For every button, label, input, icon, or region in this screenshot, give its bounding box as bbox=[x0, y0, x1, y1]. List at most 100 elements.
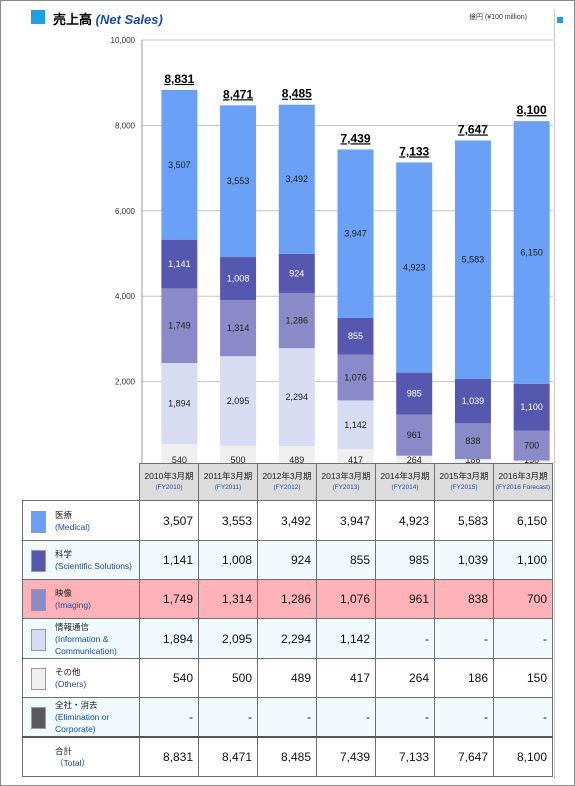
legend-swatch bbox=[31, 668, 46, 690]
bar-segment bbox=[161, 443, 198, 467]
segment-data-label: 1,141 bbox=[168, 259, 191, 269]
segment-data-label: 2,095 bbox=[227, 396, 250, 406]
segment-data-label: 6,150 bbox=[520, 247, 543, 257]
table-cell: 1,008 bbox=[198, 540, 258, 580]
segment-row: 全社・消去 (Elimination or Corporate) - - - - - - - bbox=[22, 697, 553, 737]
total-data-label: 8,471 bbox=[223, 87, 253, 101]
segment-data-label: 540 bbox=[172, 455, 187, 465]
fiscal-year-label: (FY2010) bbox=[155, 484, 183, 491]
fiscal-year-label: (FY2015) bbox=[450, 484, 478, 491]
fiscal-year-label: (FY2011) bbox=[214, 484, 242, 491]
segment-name: 情報通信 (Information & Communication) bbox=[55, 621, 139, 657]
total-cell: 8,831 bbox=[139, 735, 199, 777]
segment-label-cell: 全社・消去 (Elimination or Corporate) bbox=[22, 697, 140, 737]
segment-name-en: (Imaging) bbox=[55, 600, 91, 610]
table-cell: 1,749 bbox=[139, 579, 199, 619]
bar-segment bbox=[337, 317, 374, 355]
period-header: 2013年3月期 (FY2013) bbox=[316, 463, 376, 501]
period-label: 2016年3月期 bbox=[498, 471, 548, 481]
side-frame-bar bbox=[554, 9, 569, 779]
segment-name: 全社・消去 (Elimination or Corporate) bbox=[55, 699, 139, 735]
total-data-label: 8,831 bbox=[164, 72, 194, 86]
total-cell: 7,647 bbox=[434, 735, 494, 777]
table-cell: - bbox=[316, 697, 376, 737]
table-cell: 186 bbox=[434, 658, 494, 698]
y-tick-label: 4,000 bbox=[115, 292, 136, 301]
bar-segment bbox=[220, 356, 257, 446]
bar-segment bbox=[454, 423, 491, 460]
segment-label-cell: 情報通信 (Information & Communication) bbox=[22, 618, 140, 659]
segment-row: 情報通信 (Information & Communication) 1,894 2,… bbox=[22, 618, 553, 659]
period-header: 2010年3月期 (FY2010) bbox=[139, 463, 199, 501]
segment-data-label: 1,008 bbox=[227, 274, 250, 284]
period-label: 2012年3月期 bbox=[262, 471, 312, 481]
bar-segment bbox=[396, 372, 433, 415]
period-header: 2012年3月期 (FY2012) bbox=[257, 463, 317, 501]
fiscal-year-label: (FY2013) bbox=[332, 484, 360, 491]
total-data-label: 8,100 bbox=[517, 103, 547, 117]
fiscal-year-label: (FY2012) bbox=[273, 484, 301, 491]
total-cell: 8,471 bbox=[198, 735, 258, 777]
segment-data-label: 3,492 bbox=[286, 174, 309, 184]
total-row: 合計 （Total） 8,831 8,471 8,485 7,439 7,133 7,647 8… bbox=[22, 735, 553, 777]
bar-segment bbox=[278, 348, 315, 447]
period-header: 2015年3月期 (FY2015) bbox=[434, 463, 494, 501]
table-cell: - bbox=[198, 697, 258, 737]
segment-data-label: 489 bbox=[289, 455, 304, 465]
segment-data-label: 961 bbox=[407, 430, 422, 440]
table-cell: - bbox=[375, 697, 435, 737]
segment-data-label: 417 bbox=[348, 455, 363, 465]
total-data-label: 8,485 bbox=[282, 87, 312, 101]
segment-data-label: 1,142 bbox=[344, 420, 367, 430]
table-cell: - bbox=[139, 697, 199, 737]
bar-segment bbox=[396, 414, 433, 456]
total-cell: 8,100 bbox=[493, 735, 553, 777]
segment-data-label: 3,553 bbox=[227, 176, 250, 186]
period-header: 2016年3月期 (FY2016 Forecast) bbox=[493, 463, 553, 501]
segment-name-ja: 全社・消去 bbox=[55, 699, 98, 710]
bar-segment bbox=[513, 121, 550, 384]
segment-label-cell: 科学 (Scientific Solutions) bbox=[22, 540, 140, 580]
segment-data-label: 3,947 bbox=[344, 229, 367, 239]
bar-segment bbox=[396, 455, 433, 467]
segment-name: 科学 (Scientific Solutions) bbox=[55, 548, 132, 572]
period-label: 2015年3月期 bbox=[439, 471, 489, 481]
segment-label-cell: 映像 (Imaging) bbox=[22, 579, 140, 619]
bar-segment bbox=[220, 257, 257, 301]
y-tick-label: 2,000 bbox=[115, 378, 136, 387]
period-label: 2010年3月期 bbox=[144, 471, 194, 481]
legend-swatch bbox=[31, 550, 46, 572]
segment-data-label: 924 bbox=[289, 269, 304, 279]
table-cell: 5,583 bbox=[434, 500, 494, 541]
bar-segment bbox=[220, 105, 257, 258]
bar-segment bbox=[278, 446, 315, 467]
segment-data-label: 1,286 bbox=[286, 316, 309, 326]
total-label-ja: 合計 bbox=[55, 745, 73, 756]
segment-data-label: 264 bbox=[407, 455, 422, 465]
segment-data-label: 2,294 bbox=[286, 392, 309, 402]
side-frame-marker bbox=[557, 17, 563, 23]
segment-name-en: (Scientific Solutions) bbox=[55, 561, 133, 571]
table-cell: 1,286 bbox=[257, 579, 317, 619]
bar-segment bbox=[513, 430, 550, 461]
y-tick-label: 10,000 bbox=[111, 36, 136, 45]
total-cell: 8,485 bbox=[257, 735, 317, 777]
segment-name-en: (Elimination or Corporate) bbox=[55, 711, 110, 734]
table-cell: 961 bbox=[375, 579, 435, 619]
table-cell: 2,095 bbox=[198, 618, 258, 659]
bar-segment bbox=[278, 104, 315, 254]
table-cell: 1,100 bbox=[493, 540, 553, 580]
table-cell: 855 bbox=[316, 540, 376, 580]
table-cell: 1,894 bbox=[139, 618, 199, 659]
fiscal-year-label: (FY2014) bbox=[391, 484, 419, 491]
segment-name-ja: 科学 bbox=[55, 549, 73, 559]
total-cell: 7,439 bbox=[316, 735, 376, 777]
segment-name-ja: 映像 bbox=[55, 588, 73, 598]
bar-segment bbox=[220, 445, 257, 467]
segment-data-label: 1,100 bbox=[520, 402, 543, 412]
legend-swatch bbox=[31, 628, 46, 651]
segment-data-label: 700 bbox=[524, 441, 539, 451]
segment-data-label: 500 bbox=[231, 455, 246, 465]
segment-data-label: 838 bbox=[465, 436, 480, 446]
